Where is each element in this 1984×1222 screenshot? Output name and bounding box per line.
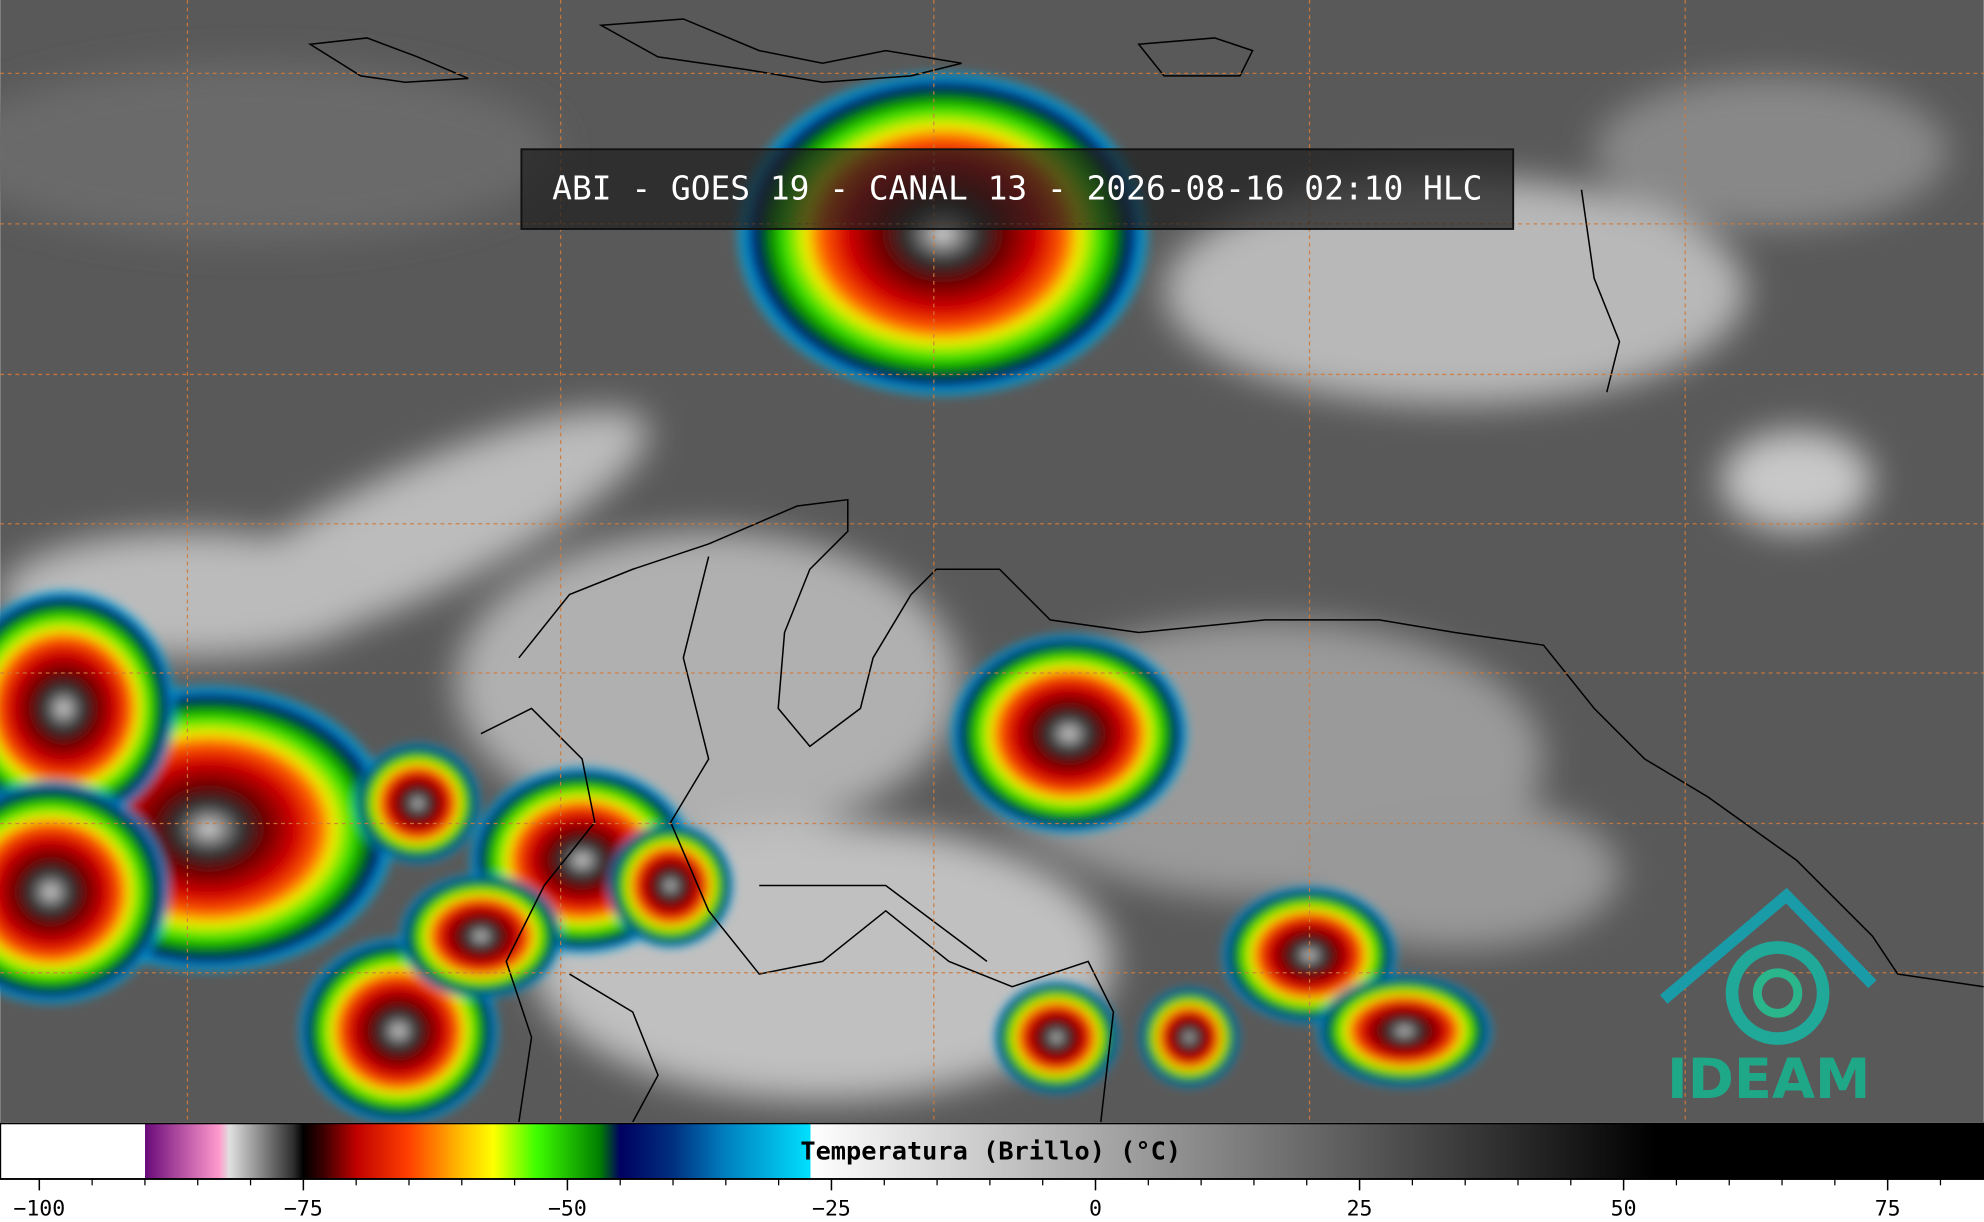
title: ABI - GOES 19 - CANAL 13 - 2026-08-16 02… xyxy=(552,168,1482,207)
storms xyxy=(0,69,1493,1126)
tick-label: −75 xyxy=(284,1196,323,1221)
tick-label: −100 xyxy=(13,1196,65,1221)
tick-label: 50 xyxy=(1611,1196,1637,1221)
logo-text: IDEAM xyxy=(1667,1047,1870,1112)
colorbar-ticks: −100 −75 −50 −25 0 25 50 75 xyxy=(13,1178,1942,1221)
logo: IDEAM xyxy=(1660,887,1877,1112)
borders xyxy=(307,18,1984,1123)
tick-label: −25 xyxy=(812,1196,851,1221)
colorbar-label: Temperatura (Brillo) (°C) xyxy=(800,1136,1181,1165)
graticule xyxy=(0,0,1984,1123)
tick-label: 25 xyxy=(1347,1196,1373,1221)
tick-label: 75 xyxy=(1875,1196,1901,1221)
tick-label: 0 xyxy=(1089,1196,1102,1221)
tick-label: −50 xyxy=(548,1196,587,1221)
colorbar xyxy=(0,1122,1984,1180)
title-box xyxy=(520,148,1515,230)
